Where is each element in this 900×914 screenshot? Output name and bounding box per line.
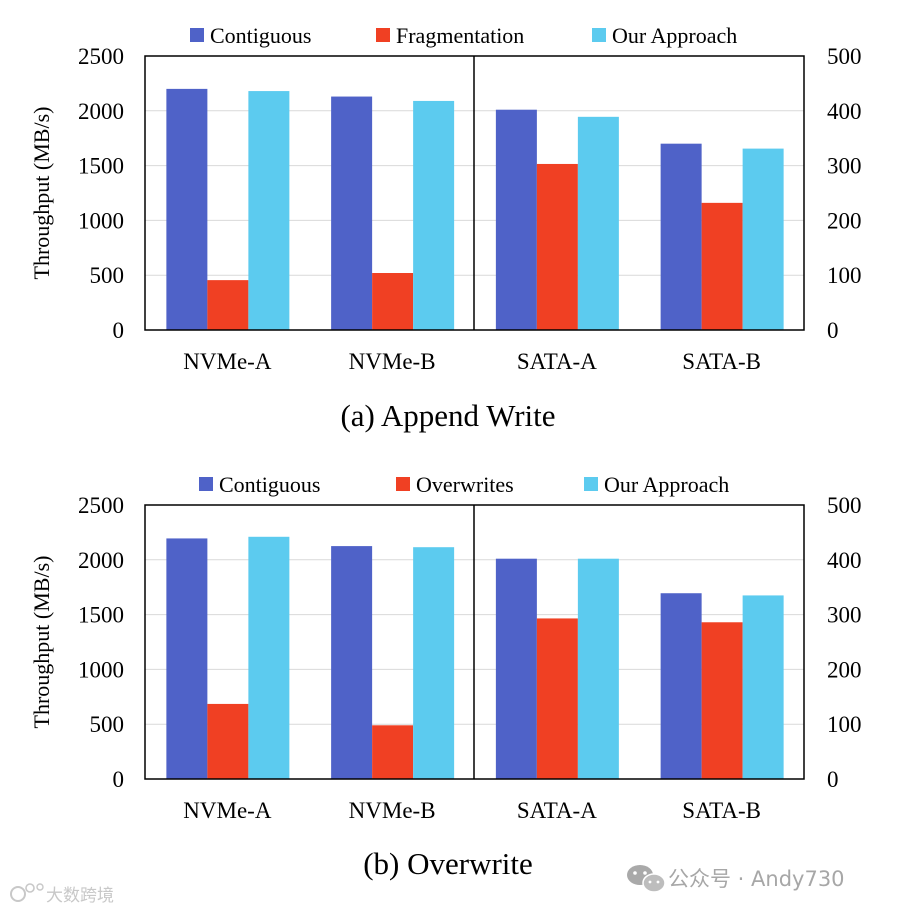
x-tick-label: SATA-B bbox=[682, 349, 761, 374]
x-tick-label: NVMe-A bbox=[183, 798, 272, 823]
y-tick-label-left: 500 bbox=[90, 263, 125, 288]
bar-fragmentation-sata-a bbox=[536, 163, 578, 330]
y-tick-label-left: 2000 bbox=[78, 548, 124, 573]
y-tick-label-left: 1500 bbox=[78, 603, 124, 628]
panel-title: (b) Overwrite bbox=[363, 846, 533, 881]
y-tick-label-left: 2500 bbox=[78, 493, 124, 518]
legend-label-overwrites: Overwrites bbox=[416, 472, 514, 497]
bar-overwrites-sata-b bbox=[701, 622, 743, 779]
y-tick-label-left: 1000 bbox=[78, 208, 124, 233]
bar-contiguous-nvme-a bbox=[166, 88, 208, 330]
y-tick-label-right: 500 bbox=[827, 493, 862, 518]
wechat-logo-icon bbox=[627, 865, 666, 893]
y-tick-label-left: 0 bbox=[113, 767, 125, 792]
bar-our-approach-nvme-b bbox=[413, 100, 455, 330]
bar-fragmentation-sata-b bbox=[701, 202, 743, 330]
legend-label-contiguous: Contiguous bbox=[210, 23, 311, 48]
legend-swatch-fragmentation bbox=[376, 28, 390, 42]
y-axis-label: Throughput (MB/s) bbox=[29, 107, 54, 280]
bar-our-approach-sata-a bbox=[577, 558, 619, 779]
y-tick-label-left: 1500 bbox=[78, 154, 124, 179]
y-tick-label-right: 0 bbox=[827, 318, 839, 343]
legend-swatch-our-approach bbox=[584, 477, 598, 491]
weibo-logo-icon bbox=[10, 883, 44, 902]
y-tick-label-right: 400 bbox=[827, 99, 862, 124]
bar-fragmentation-nvme-a bbox=[207, 280, 249, 330]
legend-swatch-contiguous bbox=[190, 28, 204, 42]
legend-label-fragmentation: Fragmentation bbox=[396, 23, 524, 48]
legend-swatch-our-approach bbox=[592, 28, 606, 42]
bar-our-approach-sata-a bbox=[577, 116, 619, 330]
bar-contiguous-sata-a bbox=[495, 558, 537, 779]
watermark-right: 公众号 · Andy730 bbox=[627, 865, 845, 893]
x-tick-label: NVMe-B bbox=[349, 798, 436, 823]
y-tick-label-left: 2500 bbox=[78, 44, 124, 69]
y-axis-label: Throughput (MB/s) bbox=[29, 556, 54, 729]
y-tick-label-right: 100 bbox=[827, 263, 862, 288]
legend-swatch-overwrites bbox=[396, 477, 410, 491]
watermark-left-text: 大数跨境 bbox=[46, 886, 114, 906]
y-tick-label-right: 400 bbox=[827, 548, 862, 573]
bar-overwrites-nvme-a bbox=[207, 703, 249, 779]
y-tick-label-right: 100 bbox=[827, 712, 862, 737]
y-tick-label-right: 300 bbox=[827, 603, 862, 628]
y-tick-label-left: 0 bbox=[113, 318, 125, 343]
bar-contiguous-nvme-b bbox=[331, 96, 373, 330]
bar-contiguous-nvme-b bbox=[331, 546, 373, 779]
bar-overwrites-sata-a bbox=[536, 618, 578, 779]
panel-title: (a) Append Write bbox=[340, 398, 555, 433]
legend-label-contiguous: Contiguous bbox=[219, 472, 320, 497]
watermark-left: 大数跨境 bbox=[10, 883, 114, 906]
panel-append-write: 0 500 1000 1500 2000 2500 0 100 200 300 400 500 Thro… bbox=[29, 23, 862, 433]
watermark-right-text: 公众号 · Andy730 bbox=[668, 867, 845, 891]
bar-contiguous-sata-b bbox=[660, 593, 702, 779]
bar-our-approach-nvme-a bbox=[248, 91, 290, 331]
bar-fragmentation-nvme-b bbox=[372, 273, 414, 330]
y-tick-label-left: 2000 bbox=[78, 99, 124, 124]
y-tick-label-left: 1000 bbox=[78, 657, 124, 682]
bar-our-approach-nvme-b bbox=[413, 547, 455, 779]
legend-label-our-approach: Our Approach bbox=[604, 472, 729, 497]
x-tick-label: SATA-B bbox=[682, 798, 761, 823]
x-tick-label: SATA-A bbox=[517, 349, 597, 374]
y-tick-label-right: 0 bbox=[827, 767, 839, 792]
x-tick-label: SATA-A bbox=[517, 798, 597, 823]
bar-overwrites-nvme-b bbox=[372, 725, 414, 779]
y-tick-label-right: 500 bbox=[827, 44, 862, 69]
y-tick-label-right: 200 bbox=[827, 657, 862, 682]
x-tick-label: NVMe-A bbox=[183, 349, 272, 374]
bar-contiguous-nvme-a bbox=[166, 538, 208, 779]
bar-our-approach-nvme-a bbox=[248, 536, 290, 779]
legend-label-our-approach: Our Approach bbox=[612, 23, 737, 48]
x-tick-label: NVMe-B bbox=[349, 349, 436, 374]
bar-contiguous-sata-a bbox=[495, 109, 537, 330]
y-tick-label-right: 200 bbox=[827, 208, 862, 233]
y-tick-label-right: 300 bbox=[827, 154, 862, 179]
y-tick-label-left: 500 bbox=[90, 712, 125, 737]
bar-our-approach-sata-b bbox=[742, 595, 784, 779]
bar-our-approach-sata-b bbox=[742, 148, 784, 330]
panel-overwrite: 0 500 1000 1500 2000 2500 0 100 200 300 400 500 Thro… bbox=[29, 472, 862, 881]
bar-contiguous-sata-b bbox=[660, 143, 702, 330]
legend-swatch-contiguous bbox=[199, 477, 213, 491]
